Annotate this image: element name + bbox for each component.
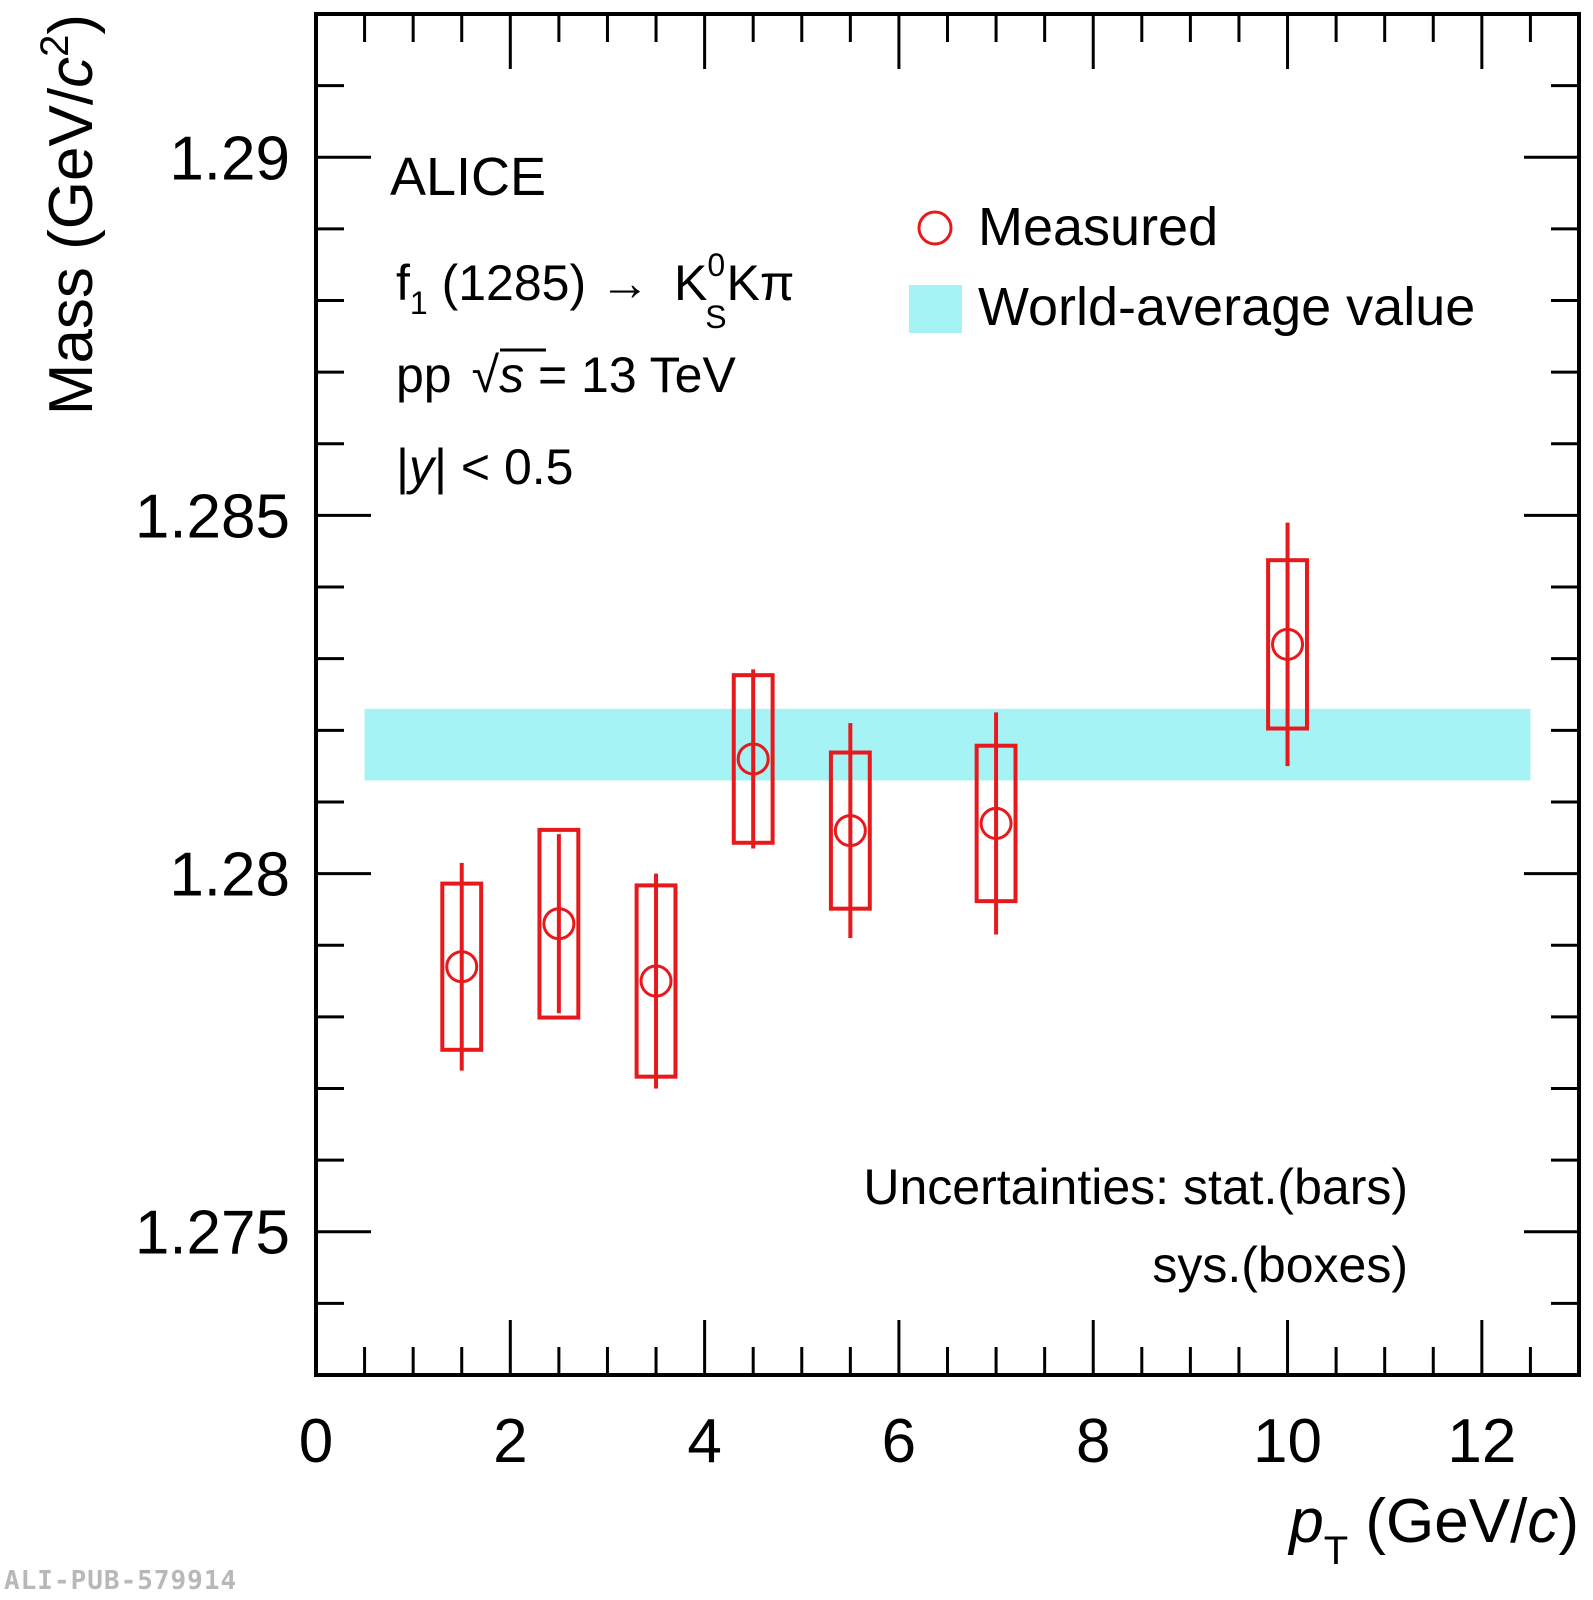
y-tick-label: 1.275 bbox=[135, 1199, 290, 1268]
rapidity-label: |y| < 0.5 bbox=[396, 439, 573, 495]
data-point bbox=[445, 950, 479, 984]
legend-band-label: World-average value bbox=[978, 277, 1475, 337]
y-tick-label: 1.28 bbox=[169, 841, 290, 910]
energy-label: pp √s = 13 TeV bbox=[396, 347, 736, 403]
data-point bbox=[1271, 627, 1305, 661]
data-point bbox=[542, 907, 576, 941]
y-tick-labels: 1.275 1.28 1.285 1.29 bbox=[135, 124, 290, 1267]
y-tick-label: 1.29 bbox=[169, 124, 290, 193]
x-tick-label: 4 bbox=[687, 1407, 721, 1476]
x-tick-label: 0 bbox=[299, 1407, 333, 1476]
x-tick-label: 6 bbox=[882, 1407, 916, 1476]
data-point bbox=[979, 806, 1013, 840]
legend-measured-label: Measured bbox=[978, 197, 1218, 257]
legend-measured-marker bbox=[917, 210, 953, 246]
decay-label: f1 (1285) → K0 SKπ bbox=[396, 247, 794, 335]
y-axis-title: Mass (GeV/c2) bbox=[33, 14, 106, 415]
x-tick-labels: 0 2 4 6 8 10 12 bbox=[299, 1407, 1517, 1476]
data-point bbox=[639, 964, 673, 998]
axis-ticks bbox=[314, 14, 1581, 1375]
systematic-boxes bbox=[440, 558, 1309, 1079]
data-point bbox=[833, 814, 867, 848]
statistical-bars bbox=[459, 522, 1290, 1089]
x-tick-label: 2 bbox=[493, 1407, 527, 1476]
uncertainties-note-line2: sys.(boxes) bbox=[1152, 1237, 1408, 1293]
uncertainties-note-line1: Uncertainties: stat.(bars) bbox=[863, 1159, 1408, 1215]
y-tick-label: 1.285 bbox=[135, 482, 290, 551]
experiment-label: ALICE bbox=[390, 147, 546, 207]
data-markers bbox=[445, 627, 1305, 998]
x-tick-label: 12 bbox=[1447, 1407, 1516, 1476]
x-tick-label: 10 bbox=[1253, 1407, 1322, 1476]
data-point bbox=[736, 742, 770, 776]
x-tick-label: 8 bbox=[1076, 1407, 1110, 1476]
legend-band-swatch bbox=[909, 285, 962, 333]
x-axis-title: pT (GeV/c) bbox=[1287, 1487, 1579, 1573]
sys-box bbox=[537, 827, 581, 1020]
world-average-band bbox=[364, 708, 1531, 781]
publication-reference-id: ALI-PUB-579914 bbox=[4, 1566, 238, 1596]
